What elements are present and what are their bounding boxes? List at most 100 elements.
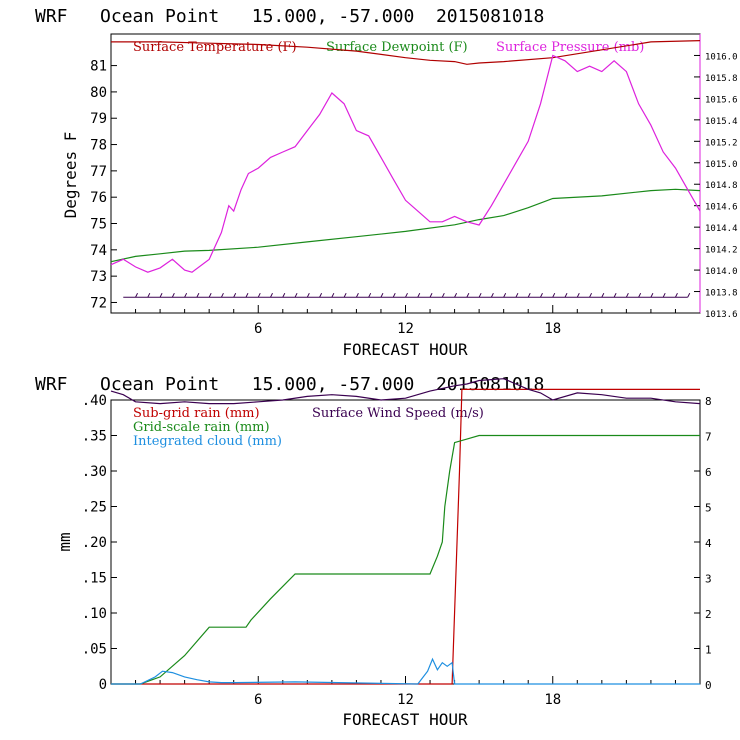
wind-barb <box>343 292 347 298</box>
wind-barb <box>662 292 666 298</box>
wind-barb <box>196 292 200 298</box>
wind-barb <box>527 292 531 298</box>
y-right-tick-label: 3 <box>705 573 712 586</box>
y-tick-label: .30 <box>82 464 107 480</box>
y-tick-label: 79 <box>90 111 107 127</box>
y-right-tick-label: 1 <box>705 644 712 657</box>
wind-barb <box>306 292 310 298</box>
wind-barb <box>380 292 384 298</box>
wind-barbs <box>123 292 691 298</box>
wind-barb <box>650 292 654 298</box>
x-tick-label: 18 <box>544 321 561 337</box>
wind-barb <box>245 292 249 298</box>
wind-barb <box>540 292 543 298</box>
y-right-tick-label: 5 <box>705 502 712 515</box>
y-right-tick-label: 1014.8 <box>705 181 738 191</box>
gridscale-rain-line <box>111 434 700 685</box>
x-tick-label: 6 <box>254 321 262 337</box>
subgrid-rain-line <box>111 388 700 685</box>
top-chart-title: WRF Ocean Point 15.000, -57.000 20150810… <box>35 6 544 27</box>
wind-barb <box>417 292 421 298</box>
legend-subgrid-rain: Sub-grid rain (mm) <box>133 406 260 421</box>
wind-barb <box>441 292 445 298</box>
y-tick-label: 77 <box>90 164 107 180</box>
wind-barb <box>184 292 188 298</box>
integrated-cloud-line <box>111 657 700 685</box>
wind-barb <box>270 292 273 298</box>
x-tick-label: 12 <box>397 692 414 708</box>
wind-barb <box>368 292 372 298</box>
y-right-tick-label: 1014.4 <box>705 224 738 234</box>
wind-speed-line <box>110 378 701 405</box>
y-tick-label: 74 <box>90 243 107 259</box>
y-tick-label: 72 <box>90 295 107 311</box>
y-right-tick-label: 7 <box>705 431 712 444</box>
wind-barb <box>429 292 433 298</box>
top-y-tick-labels: 72 73 74 75 76 77 78 79 80 81 <box>90 59 117 311</box>
bottom-legend: Sub-grid rain (mm) Grid-scale rain (mm) … <box>133 406 484 449</box>
wind-barb <box>638 292 642 298</box>
wind-barb <box>392 292 396 298</box>
y-right-tick-label: 1014.0 <box>705 267 738 277</box>
y-right-tick-label: 1015.0 <box>705 160 738 170</box>
wind-barb <box>675 292 678 298</box>
y-tick-label: 73 <box>90 269 107 285</box>
dewpoint-line <box>110 188 701 263</box>
bottom-chart-title: WRF Ocean Point 15.000, -57.000 20150810… <box>35 374 544 395</box>
y-tick-label: .10 <box>82 606 107 622</box>
wind-barb <box>319 292 323 298</box>
bottom-y-axis-label: mm <box>55 532 74 551</box>
y-right-tick-label: 2 <box>705 608 712 621</box>
top-x-tick-labels: 6 12 18 <box>135 305 676 337</box>
y-tick-label: .25 <box>82 500 107 516</box>
top-x-axis-label: FORECAST HOUR <box>342 340 468 359</box>
legend-wind-speed: Surface Wind Speed (m/s) <box>312 406 484 421</box>
x-tick-label: 12 <box>397 321 414 337</box>
wind-barb <box>233 292 237 298</box>
y-right-tick-label: 1015.4 <box>705 117 738 127</box>
wind-barb <box>503 292 507 298</box>
legend-gridscale-rain: Grid-scale rain (mm) <box>133 420 270 435</box>
wind-barb <box>687 292 691 298</box>
bottom-y-right-tick-labels: 0 1 2 3 4 5 6 7 8 <box>694 395 712 692</box>
y-right-tick-label: 8 <box>705 395 712 408</box>
temperature-line <box>111 40 701 65</box>
wind-barb <box>147 292 151 298</box>
y-tick-label: .20 <box>82 535 107 551</box>
y-tick-label: 75 <box>90 217 107 233</box>
pressure-line <box>110 54 701 273</box>
wind-barb <box>331 292 335 298</box>
y-right-tick-label: 1013.6 <box>705 310 738 320</box>
legend-temperature: Surface Temperature (F) <box>133 40 297 55</box>
y-right-tick-label: 6 <box>705 466 712 479</box>
wind-barb <box>135 292 138 298</box>
wind-barb <box>159 292 163 298</box>
wind-barb <box>613 292 617 298</box>
y-right-tick-label: 1016.0 <box>705 52 738 62</box>
y-right-tick-label: 1013.8 <box>705 289 738 299</box>
y-tick-label: .40 <box>82 393 107 409</box>
wind-barb <box>515 292 519 298</box>
wind-barb <box>576 292 580 298</box>
wind-barb <box>454 292 458 298</box>
wind-barb <box>405 292 408 298</box>
top-y-axis-label: Degrees F <box>61 132 80 219</box>
wind-barb <box>478 292 482 298</box>
y-tick-label: .35 <box>82 429 107 445</box>
wind-barb <box>466 292 470 298</box>
wind-barb <box>490 292 494 298</box>
y-right-tick-label: 1014.2 <box>705 246 738 256</box>
legend-dewpoint: Surface Dewpoint (F) <box>326 40 468 55</box>
y-right-tick-label: 1014.6 <box>705 203 738 213</box>
wind-barb <box>220 292 224 298</box>
y-right-tick-label: 1015.6 <box>705 95 738 105</box>
top-y-right-tick-labels: 1013.6 1013.8 1014.0 1014.2 1014.4 1014.6 1014… <box>694 52 738 320</box>
y-right-tick-label: 4 <box>705 537 712 550</box>
y-tick-label: 0 <box>99 677 107 693</box>
bottom-y-tick-labels: 0 .05 .10 .15 .20 .25 .30 .35 .40 <box>82 393 117 693</box>
wind-barb <box>625 292 629 298</box>
y-tick-label: .05 <box>82 642 107 658</box>
wind-barb <box>208 292 212 298</box>
top-legend: Surface Temperature (F) Surface Dewpoint… <box>133 40 644 55</box>
